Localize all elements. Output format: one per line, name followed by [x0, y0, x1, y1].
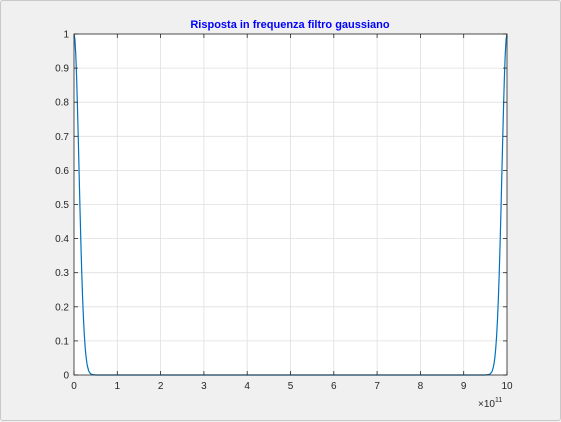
- x-tick-label: 5: [288, 381, 294, 392]
- x-tick-label: 8: [418, 381, 424, 392]
- y-tick-label: 0.1: [55, 336, 69, 347]
- x-tick-label: 2: [158, 381, 164, 392]
- x-exponent-power: 11: [495, 397, 502, 404]
- y-tick-label: 0.6: [55, 166, 69, 177]
- x-tick-label: 9: [461, 381, 467, 392]
- x-tick-label: 10: [501, 381, 513, 392]
- x-tick-label: 7: [374, 381, 380, 392]
- x-exponent-label: ×1011: [478, 397, 502, 410]
- y-tick-label: 0.5: [55, 200, 69, 211]
- y-tick-label: 0.4: [55, 234, 69, 245]
- x-tick-label: 1: [115, 381, 121, 392]
- y-tick-label: 1: [63, 30, 69, 41]
- chart-title: Risposta in frequenza filtro gaussiano: [190, 19, 390, 31]
- y-tick-label: 0.8: [55, 98, 69, 109]
- x-tick-label: 3: [201, 381, 207, 392]
- y-tick-label: 0.7: [55, 132, 69, 143]
- ticks: 0 1 2 3 4 5 6 7 8 9 10 0 0.1 0.2 0.3 0.4 0.5 0.6 0.7 0.8 0.9…: [55, 30, 513, 393]
- y-tick-label: 0: [63, 371, 69, 382]
- x-tick-label: 0: [71, 381, 77, 392]
- x-exponent-base: ×10: [478, 399, 495, 410]
- x-tick-label: 4: [244, 381, 250, 392]
- y-tick-label: 0.3: [55, 268, 69, 279]
- y-tick-label: 0.2: [55, 302, 69, 313]
- y-tick-label: 0.9: [55, 64, 69, 75]
- x-tick-label: 6: [331, 381, 337, 392]
